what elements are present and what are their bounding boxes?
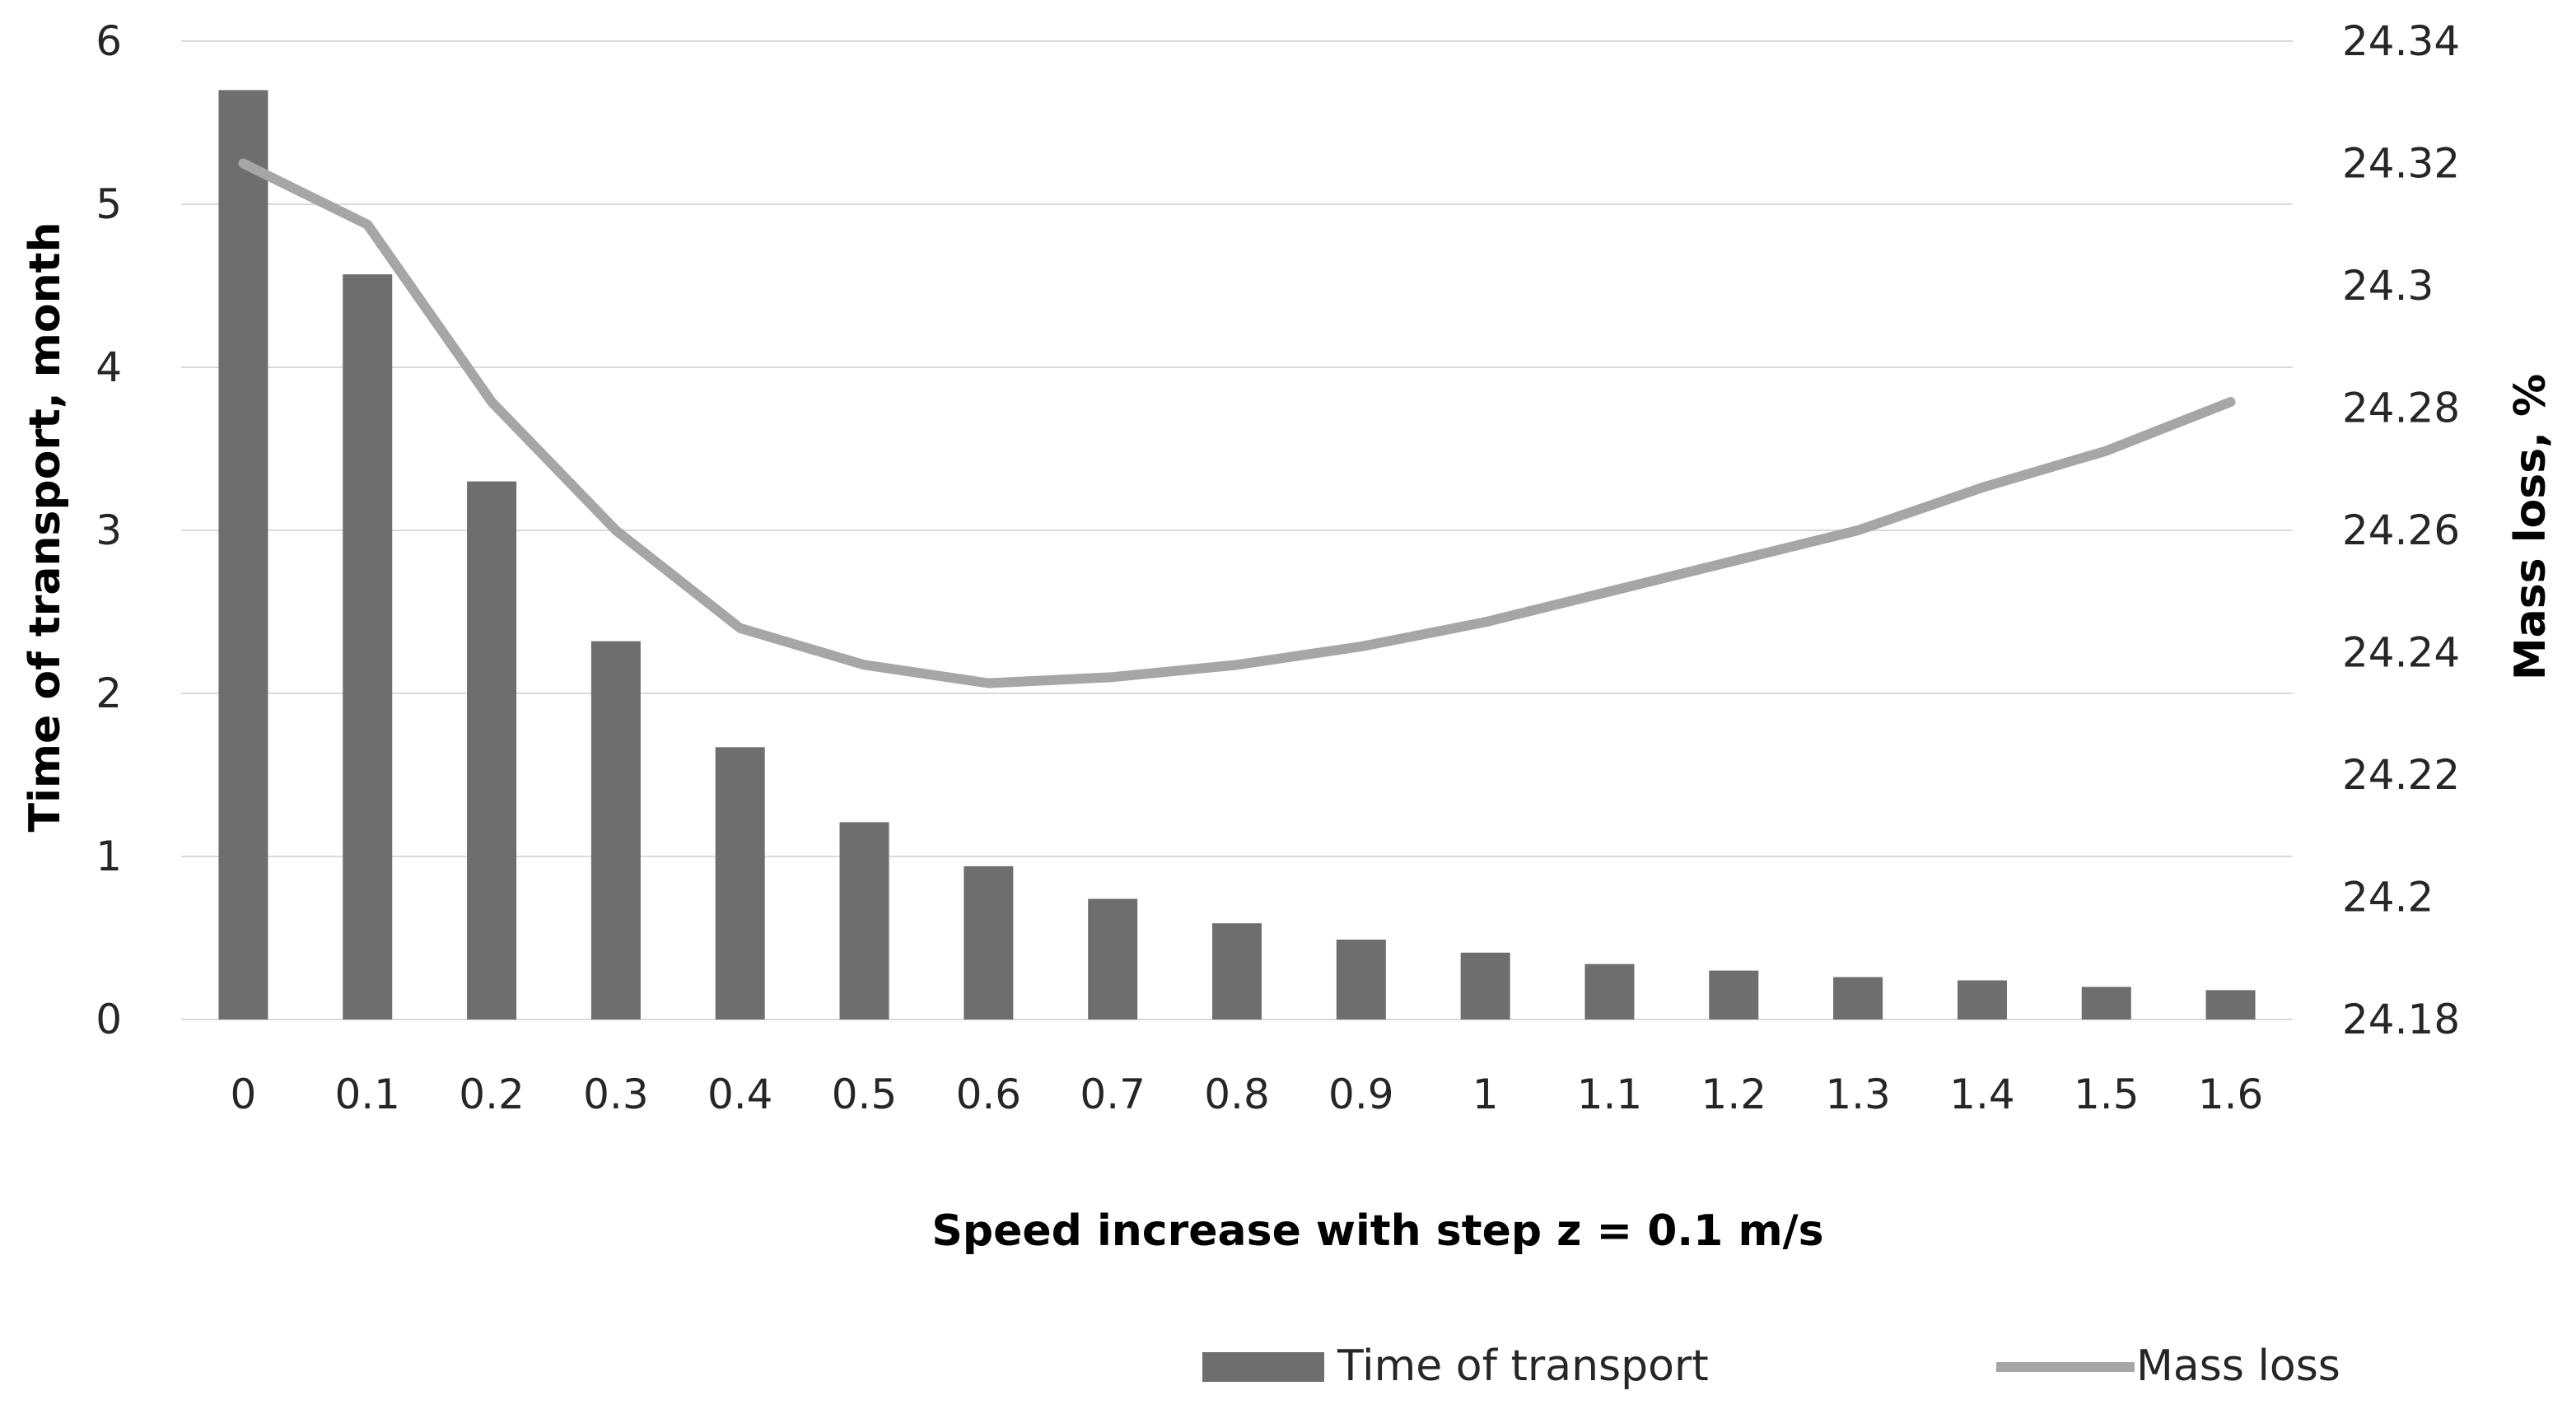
y-axis-title: Time of transport, month xyxy=(21,222,70,833)
legend: Time of transport Mass loss xyxy=(1202,1341,2340,1391)
bar-time-of-transport-1.3 xyxy=(1833,977,1883,1019)
bar-time-of-transport-1.4 xyxy=(1957,980,2007,1019)
line-series xyxy=(238,158,2236,688)
bar-time-of-transport-0.2 xyxy=(467,481,517,1019)
x-tick-label: 0 xyxy=(231,1071,257,1118)
x-tick-label: 1 xyxy=(1472,1071,1499,1118)
x-tick-label: 0.7 xyxy=(1080,1071,1146,1118)
bar-time-of-transport-0.7 xyxy=(1088,898,1138,1019)
x-tick-label: 0.9 xyxy=(1328,1071,1394,1118)
line-mass-loss xyxy=(238,158,2236,688)
bar-time-of-transport-1 xyxy=(1460,952,1510,1019)
y-tick-label: 1 xyxy=(96,833,122,880)
bar-time-of-transport-1.5 xyxy=(2081,987,2131,1019)
x-tick-label: 0.8 xyxy=(1204,1071,1270,1118)
y-tick-label: 4 xyxy=(96,343,122,391)
bar-time-of-transport-0 xyxy=(218,90,268,1019)
bar-time-of-transport-1.2 xyxy=(1709,970,1759,1019)
legend-label-time-of-transport: Time of transport xyxy=(1337,1341,1709,1391)
gridlines xyxy=(181,40,2293,1020)
x-tick-label: 1.6 xyxy=(2198,1071,2264,1118)
y2-tick-label: 24.3 xyxy=(2342,262,2434,310)
x-tick-label: 0.6 xyxy=(956,1071,1022,1118)
y-tick-label: 2 xyxy=(96,670,122,717)
y2-tick-label: 24.24 xyxy=(2342,629,2460,677)
x-tick-label: 1.5 xyxy=(2074,1071,2140,1118)
x-tick-label: 0.2 xyxy=(459,1071,525,1118)
x-tick-label: 1.1 xyxy=(1577,1071,1643,1118)
legend-label-mass-loss: Mass loss xyxy=(2136,1341,2340,1391)
y-tick-label: 0 xyxy=(96,996,122,1043)
bar-time-of-transport-0.9 xyxy=(1336,939,1386,1019)
bar-time-of-transport-0.5 xyxy=(839,822,889,1019)
y2-tick-label: 24.32 xyxy=(2342,140,2460,188)
bar-series xyxy=(218,90,2256,1019)
bar-time-of-transport-1.1 xyxy=(1584,963,1635,1019)
y2-tick-label: 24.22 xyxy=(2342,751,2460,799)
bar-time-of-transport-0.1 xyxy=(343,274,393,1019)
y-tick-label: 6 xyxy=(96,17,122,65)
bar-time-of-transport-0.3 xyxy=(590,641,641,1019)
bar-time-of-transport-0.6 xyxy=(964,865,1014,1019)
y2-tick-label: 24.18 xyxy=(2342,996,2460,1043)
x-tick-label: 0.5 xyxy=(832,1071,898,1118)
y2-tick-label: 24.26 xyxy=(2342,506,2460,554)
legend-swatch-time-of-transport xyxy=(1202,1352,1324,1382)
x-tick-label: 1.3 xyxy=(1825,1071,1891,1118)
x-tick-label: 0.3 xyxy=(583,1071,649,1118)
y2-tick-label: 24.34 xyxy=(2342,17,2460,65)
y-tick-label: 3 xyxy=(96,506,122,554)
x-tick-label: 0.4 xyxy=(707,1071,773,1118)
left-axis-ticks: 0 1 2 3 4 5 6 xyxy=(96,17,122,1043)
right-axis-ticks: 24.18 24.2 24.22 24.24 24.26 24.28 24.3 24.32 24… xyxy=(2342,17,2460,1043)
y-tick-label: 5 xyxy=(96,180,122,228)
x-axis-ticks: 0 0.1 0.2 0.3 0.4 0.5 0.6 0.7 0.8 0.9 1 1.1 1.2 1.3 1.… xyxy=(231,1071,2264,1118)
x-tick-label: 1.2 xyxy=(1701,1071,1767,1118)
x-tick-label: 1.4 xyxy=(1949,1071,2015,1118)
bar-time-of-transport-1.6 xyxy=(2205,990,2256,1019)
y2-tick-label: 24.28 xyxy=(2342,385,2460,432)
bar-time-of-transport-0.8 xyxy=(1212,923,1262,1019)
y2-axis-title: Mass loss, % xyxy=(2506,374,2555,680)
y2-tick-label: 24.2 xyxy=(2342,874,2434,921)
bar-time-of-transport-0.4 xyxy=(715,747,765,1019)
x-tick-label: 0.1 xyxy=(334,1071,400,1118)
x-axis-title: Speed increase with step z = 0.1 m/s xyxy=(931,1206,1823,1256)
